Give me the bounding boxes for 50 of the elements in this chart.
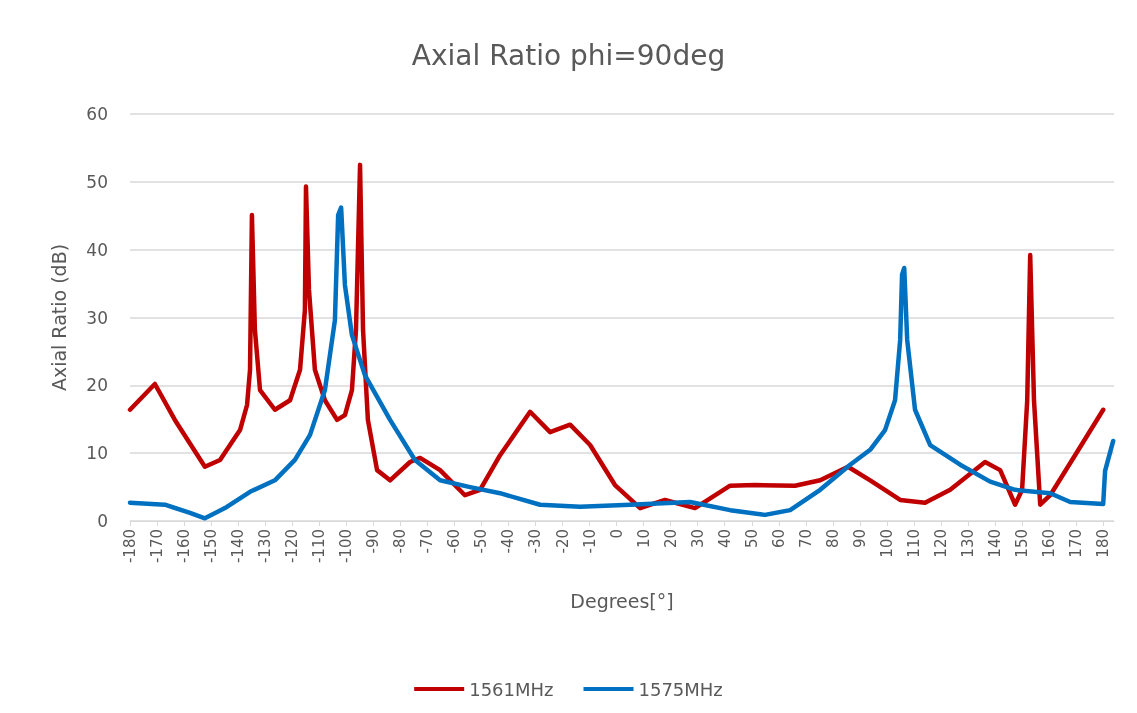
x-tick-label: 120	[931, 529, 950, 558]
y-tick-label: 40	[86, 239, 108, 260]
x-tick-label: 30	[688, 529, 707, 549]
x-tick-label: 0	[607, 529, 626, 539]
x-tick-label: 10	[634, 529, 653, 549]
x-tick-label: -90	[364, 529, 383, 554]
x-tick-label: 110	[904, 529, 923, 558]
x-tick-label: -130	[256, 529, 275, 564]
y-tick-label: 10	[86, 443, 108, 464]
x-tick-label: -180	[121, 529, 139, 564]
x-tick-label: 20	[661, 529, 680, 549]
x-tick-label: 100	[877, 529, 896, 558]
x-tick-label: -150	[202, 529, 221, 564]
x-tick-label: -70	[418, 529, 437, 554]
x-tick-label: -170	[148, 529, 167, 564]
x-tick-label: 60	[769, 529, 788, 549]
y-tick-label: 0	[97, 511, 108, 531]
x-tick-label: -50	[472, 529, 491, 554]
y-tick-label: 50	[86, 171, 108, 192]
x-tick-label: -30	[526, 529, 545, 554]
x-tick-label: -40	[499, 529, 518, 554]
x-tick-label: -20	[553, 529, 572, 554]
x-tick-label: 170	[1067, 529, 1086, 558]
chart-title: Axial Ratio phi=90deg	[411, 38, 726, 72]
legend-label: 1575MHz	[638, 678, 723, 700]
line-series	[127, 162, 1106, 511]
x-tick-label: 50	[742, 529, 761, 549]
x-tick-label: -100	[337, 529, 356, 564]
x-tick-label: -60	[445, 529, 464, 554]
x-tick-label: -80	[391, 529, 410, 554]
x-tick-label: -120	[283, 529, 302, 564]
y-tick-label: 20	[86, 375, 108, 396]
legend-label: 1561MHz	[469, 678, 554, 700]
y-tick-label: 30	[86, 307, 108, 328]
x-tick-label: -140	[229, 529, 248, 564]
x-tick-label: -110	[310, 529, 329, 564]
x-tick-label: -160	[175, 529, 194, 564]
y-tick-label: 60	[86, 104, 108, 124]
x-tick-label: 130	[959, 529, 978, 558]
x-tick-label: 80	[823, 529, 842, 549]
x-axis-title: Degrees[°]	[570, 589, 674, 612]
x-tick-label: -10	[580, 529, 599, 554]
x-tick-label: 90	[850, 529, 869, 549]
x-tick-label: 140	[986, 529, 1005, 558]
x-tick-label: 160	[1040, 529, 1059, 558]
x-tick-label: 40	[715, 529, 734, 549]
y-axis-title: Axial Ratio (dB)	[47, 243, 70, 392]
x-tick-label: 150	[1013, 529, 1032, 558]
x-tick-label: 70	[796, 529, 815, 549]
x-tick-label: 180	[1094, 529, 1113, 558]
